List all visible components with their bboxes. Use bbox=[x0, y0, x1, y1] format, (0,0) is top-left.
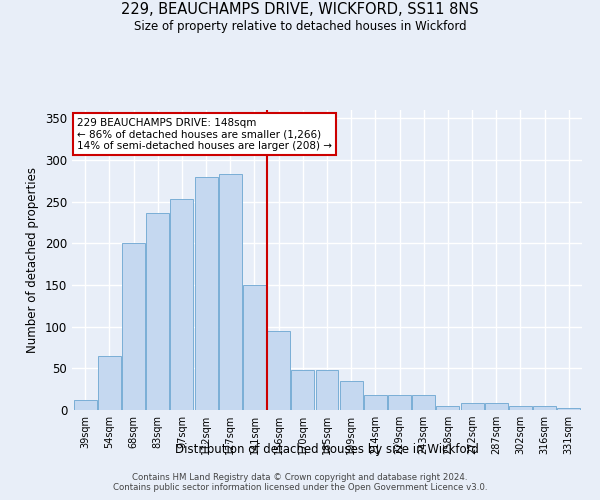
Text: Size of property relative to detached houses in Wickford: Size of property relative to detached ho… bbox=[134, 20, 466, 33]
Y-axis label: Number of detached properties: Number of detached properties bbox=[26, 167, 40, 353]
Bar bbox=[74, 400, 97, 410]
Bar bbox=[436, 406, 460, 410]
Text: Contains HM Land Registry data © Crown copyright and database right 2024.
Contai: Contains HM Land Registry data © Crown c… bbox=[113, 472, 487, 492]
Bar bbox=[316, 370, 338, 410]
Bar bbox=[267, 331, 290, 410]
Bar bbox=[243, 285, 266, 410]
Bar bbox=[194, 176, 218, 410]
Bar bbox=[122, 244, 145, 410]
Bar bbox=[292, 370, 314, 410]
Bar bbox=[146, 212, 169, 410]
Bar bbox=[485, 404, 508, 410]
Bar bbox=[533, 406, 556, 410]
Text: 229, BEAUCHAMPS DRIVE, WICKFORD, SS11 8NS: 229, BEAUCHAMPS DRIVE, WICKFORD, SS11 8N… bbox=[121, 2, 479, 18]
Bar bbox=[509, 406, 532, 410]
Bar bbox=[557, 408, 580, 410]
Text: Distribution of detached houses by size in Wickford: Distribution of detached houses by size … bbox=[175, 442, 479, 456]
Bar bbox=[388, 395, 411, 410]
Bar bbox=[170, 199, 193, 410]
Bar bbox=[461, 404, 484, 410]
Bar bbox=[340, 381, 362, 410]
Bar bbox=[219, 174, 242, 410]
Bar bbox=[364, 395, 387, 410]
Bar bbox=[412, 395, 435, 410]
Bar bbox=[98, 356, 121, 410]
Text: 229 BEAUCHAMPS DRIVE: 148sqm
← 86% of detached houses are smaller (1,266)
14% of: 229 BEAUCHAMPS DRIVE: 148sqm ← 86% of de… bbox=[77, 118, 332, 150]
